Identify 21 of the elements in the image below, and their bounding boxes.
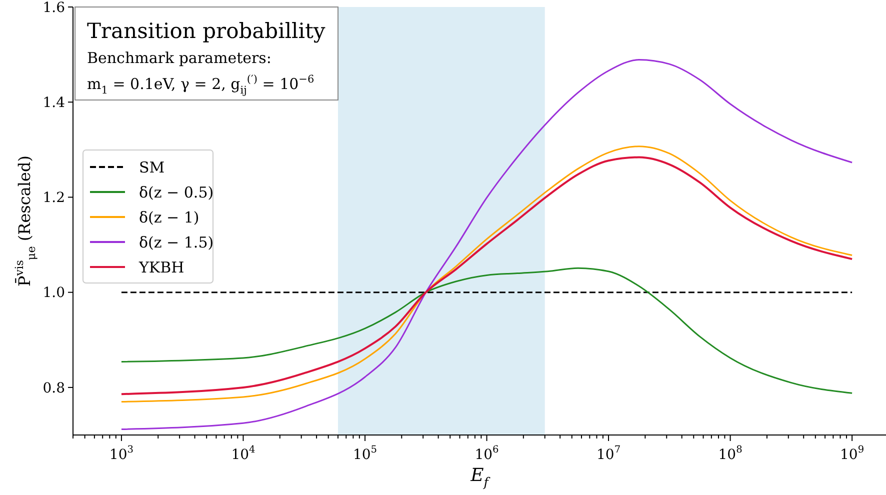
x-tick-label: 10$^{8}$ <box>718 444 742 463</box>
legend-label: YKBH <box>138 258 184 276</box>
annotation: m$_{1}$ = 0.1eV, γ = 2, g$_{ij}$$^{(′)}$ = 10$^{−6}$ <box>87 73 314 96</box>
legend-label: δ(z − 1.5) <box>139 233 214 252</box>
text: Transition probabillity <box>87 19 326 43</box>
y-tick-label: 1.2 <box>42 190 65 206</box>
x-tick-label: 10$^{5}$ <box>352 444 378 463</box>
legend-label: SM <box>139 158 165 176</box>
y-tick-label: 1.6 <box>42 0 66 16</box>
y-tick-label: 1.4 <box>42 95 66 112</box>
x-tick-label: 10$^{4}$ <box>231 444 256 463</box>
legend-label: δ(z − 1) <box>139 208 200 226</box>
text: Benchmark parameters: <box>87 49 272 67</box>
legend-label: δ(z − 0.5) <box>139 183 214 202</box>
x-tick-label: 10$^{9}$ <box>840 444 864 463</box>
x-tick-label: 10$^{3}$ <box>109 444 134 463</box>
x-tick-label: 10$^{6}$ <box>474 444 499 463</box>
x-tick-label: 10$^{7}$ <box>596 444 621 463</box>
y-tick-label: 1.0 <box>42 285 65 302</box>
x-axis-title: E$_{f}$ <box>470 465 491 490</box>
y-tick-label: 0.8 <box>42 380 65 396</box>
